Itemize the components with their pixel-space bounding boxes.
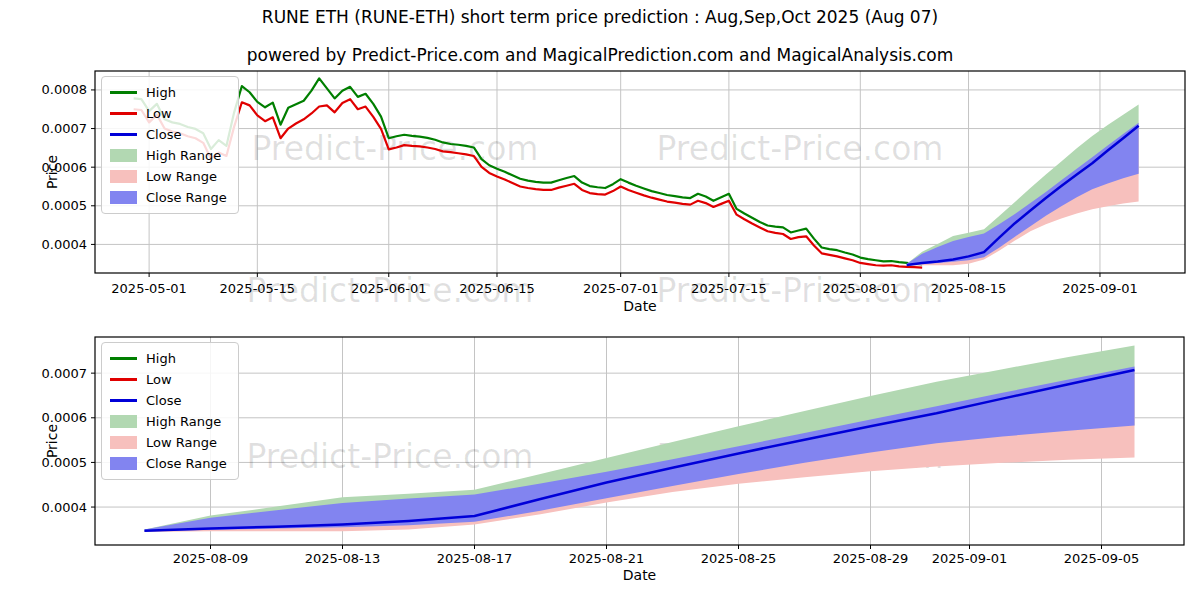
legend-item: Low Range xyxy=(110,166,230,187)
legend-item: Close xyxy=(110,124,230,145)
y-axis-label: Price xyxy=(44,424,60,458)
y-tick-label: 0.0007 xyxy=(42,121,88,136)
x-tick-label: 2025-08-01 xyxy=(823,281,899,296)
legend-swatch-low-range xyxy=(110,436,137,449)
x-tick-label: 2025-09-01 xyxy=(1062,281,1138,296)
legend-swatch-high xyxy=(110,91,137,94)
watermark-text: Predict-Price.com xyxy=(656,129,943,168)
legend-swatch-high xyxy=(110,357,137,360)
legend-item: High xyxy=(110,82,230,103)
x-tick-label: 2025-08-29 xyxy=(833,551,909,566)
x-tick-label: 2025-05-15 xyxy=(220,281,296,296)
x-tick-label: 2025-08-13 xyxy=(305,551,381,566)
legend-item-label: High Range xyxy=(146,148,221,163)
y-tick-label: 0.0004 xyxy=(42,237,88,252)
legend-swatch-close xyxy=(110,399,137,402)
legend-swatch-high-range xyxy=(110,415,137,428)
legend-swatch-close xyxy=(110,133,137,136)
legend-item: Close Range xyxy=(110,187,230,208)
x-tick-label: 2025-07-15 xyxy=(691,281,767,296)
legend-item-label: Close xyxy=(146,393,181,408)
legend-item: Close xyxy=(110,390,230,411)
legend-swatch-low xyxy=(110,112,137,115)
legend-top-chart: High Low Close High Range Low Range Close Ran… xyxy=(101,76,239,214)
y-tick-label: 0.0006 xyxy=(42,410,88,425)
legend-item-label: Low xyxy=(146,106,172,121)
x-tick-label: 2025-08-21 xyxy=(569,551,645,566)
y-tick-label: 0.0005 xyxy=(42,198,88,213)
y-axis-label: Price xyxy=(44,155,60,189)
x-axis-label: Date xyxy=(623,567,656,583)
legend-swatch-low xyxy=(110,378,137,381)
legend-swatch-high-range xyxy=(110,149,137,162)
x-tick-label: 2025-09-05 xyxy=(1064,551,1140,566)
legend-item: Low xyxy=(110,369,230,390)
legend-item-label: High xyxy=(146,85,176,100)
x-tick-label: 2025-08-25 xyxy=(701,551,777,566)
legend-item-label: Low Range xyxy=(146,435,217,450)
x-tick-label: 2025-08-09 xyxy=(173,551,249,566)
legend-swatch-close-range xyxy=(110,457,137,470)
legend-item: Low xyxy=(110,103,230,124)
watermark-text: Predict-Price.com xyxy=(246,437,533,476)
y-tick-label: 0.0007 xyxy=(42,366,88,381)
legend-item: High xyxy=(110,348,230,369)
legend-swatch-close-range xyxy=(110,191,137,204)
x-tick-label: 2025-08-17 xyxy=(437,551,513,566)
y-tick-label: 0.0008 xyxy=(42,82,88,97)
legend-item-label: Low xyxy=(146,372,172,387)
low-line xyxy=(134,99,923,267)
legend-bottom-chart: High Low Close High Range Low Range Close Ran… xyxy=(101,342,239,480)
prediction-figure: RUNE ETH (RUNE-ETH) short term price pre… xyxy=(0,0,1200,600)
legend-item: Low Range xyxy=(110,432,230,453)
legend-swatch-low-range xyxy=(110,170,137,183)
x-tick-label: 2025-06-15 xyxy=(459,281,535,296)
legend-item-label: Close Range xyxy=(146,190,227,205)
plot-border xyxy=(95,71,1185,273)
x-axis-label: Date xyxy=(623,298,656,314)
x-tick-label: 2025-06-01 xyxy=(351,281,427,296)
x-tick-label: 2025-09-01 xyxy=(932,551,1008,566)
x-tick-label: 2025-07-01 xyxy=(583,281,659,296)
legend-item-label: Close xyxy=(146,127,181,142)
legend-item: High Range xyxy=(110,145,230,166)
legend-item: High Range xyxy=(110,411,230,432)
legend-item: Close Range xyxy=(110,453,230,474)
legend-item-label: Close Range xyxy=(146,456,227,471)
legend-item-label: High xyxy=(146,351,176,366)
y-tick-label: 0.0004 xyxy=(42,500,88,515)
legend-item-label: High Range xyxy=(146,414,221,429)
legend-item-label: Low Range xyxy=(146,169,217,184)
x-tick-label: 2025-05-01 xyxy=(111,281,187,296)
x-tick-label: 2025-08-15 xyxy=(931,281,1007,296)
